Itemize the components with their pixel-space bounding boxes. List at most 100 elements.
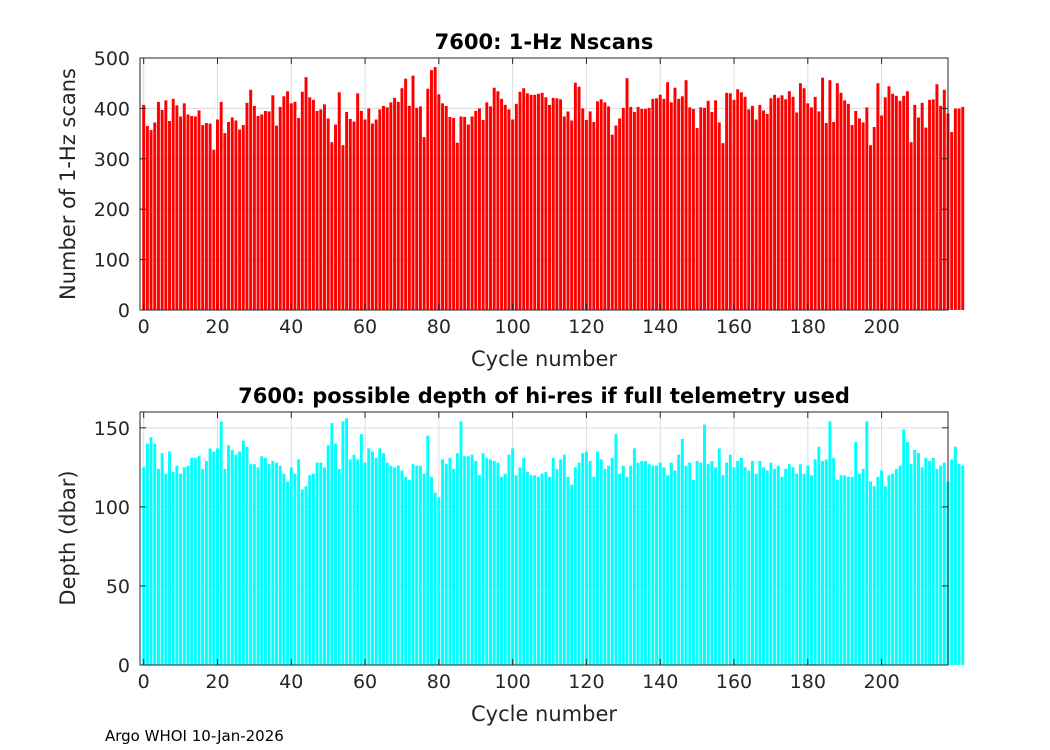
nscans-bar (876, 83, 880, 310)
nscans-bar (474, 110, 478, 310)
depth-bar (843, 475, 847, 665)
depth-x-tick-label: 160 (716, 671, 752, 693)
depth-bar (256, 467, 260, 665)
nscans-bar (238, 129, 242, 310)
nscans-bar (437, 94, 441, 310)
depth-bar (212, 451, 216, 665)
depth-ylabel: Depth (dbar) (56, 470, 80, 605)
depth-bar (887, 475, 891, 665)
depth-bar (629, 465, 633, 665)
depth-bar (544, 472, 548, 665)
nscans-bar (806, 103, 810, 310)
nscans-bar (787, 91, 791, 310)
nscans-bar (773, 94, 777, 310)
nscans-bar (219, 101, 223, 310)
depth-bar (426, 435, 430, 665)
depth-bar (917, 453, 920, 665)
depth-bar (596, 451, 599, 665)
nscans-bar (928, 99, 932, 310)
nscans-bar (182, 103, 186, 310)
depth-bar (407, 479, 411, 665)
depth-x-tick-label: 40 (279, 671, 303, 693)
depth-bar (238, 451, 242, 665)
depth-bar (466, 456, 470, 665)
depth-bar (721, 475, 725, 665)
depth-bar (928, 461, 932, 665)
depth-bar (621, 465, 625, 665)
depth-bar (891, 473, 895, 665)
depth-bar (160, 453, 164, 665)
depth-bar (216, 448, 219, 665)
depth-bar (810, 475, 813, 665)
depth-bar (883, 486, 887, 665)
depth-bar (503, 473, 507, 665)
nscans-bar (518, 91, 522, 311)
nscans-bar (917, 117, 920, 310)
nscans-bar (455, 142, 459, 310)
nscans-bar (337, 92, 341, 311)
depth-bar (555, 468, 559, 665)
depth-bar (396, 465, 400, 665)
nscans-bar (592, 122, 596, 310)
nscans-bar (411, 75, 415, 310)
depth-bar (363, 462, 367, 665)
depth-bar (263, 457, 267, 665)
nscans-bar (625, 78, 629, 310)
depth-bar (300, 489, 304, 665)
nscans-bar (208, 123, 212, 311)
depth-bar (880, 470, 884, 665)
nscans-bar (743, 96, 747, 310)
nscans-bar (407, 105, 411, 310)
nscans-bar (839, 92, 843, 310)
depth-bar (607, 465, 611, 665)
depth-bar (275, 462, 278, 665)
depth-bar (669, 462, 673, 665)
nscans-bar (315, 110, 319, 310)
depth-bar (762, 467, 765, 665)
depth-bar (448, 457, 452, 665)
nscans-bar (245, 102, 249, 310)
depth-bar (876, 476, 880, 665)
nscans-bar (393, 97, 397, 310)
nscans-bar (913, 104, 917, 311)
nscans-y-tick-label: 0 (118, 300, 130, 322)
nscans-bar (241, 125, 245, 310)
nscans-bar (496, 91, 500, 310)
depth-bar (415, 465, 419, 665)
nscans-bar (942, 89, 946, 310)
depth-bar (252, 464, 256, 665)
depth-bar (680, 438, 684, 665)
depth-bar (632, 448, 636, 665)
nscans-bar (477, 108, 481, 311)
depth-bar (754, 473, 758, 665)
nscans-bar (640, 108, 644, 311)
nscans-bar (695, 128, 699, 310)
nscans-bar (452, 117, 456, 310)
nscans-bar (142, 104, 146, 311)
nscans-bar (282, 96, 286, 310)
nscans-bar (584, 119, 588, 311)
nscans-bar (271, 95, 275, 310)
nscans-bar (636, 106, 640, 310)
nscans-bar (865, 107, 869, 310)
nscans-bar (507, 109, 511, 310)
nscans-bar (223, 133, 227, 310)
nscans-bar (898, 100, 902, 310)
nscans-bar (500, 98, 504, 310)
nscans-bar (544, 97, 548, 310)
depth-bar (223, 468, 227, 665)
nscans-bar (869, 145, 872, 310)
nscans-bar (688, 107, 692, 310)
depth-bar (817, 446, 821, 665)
depth-bar (747, 470, 751, 665)
depth-bar (902, 429, 906, 665)
depth-bar (334, 443, 338, 666)
nscans-bar (920, 102, 924, 310)
nscans-bar (909, 142, 913, 310)
nscans-bar (227, 122, 231, 310)
depth-bar (610, 457, 614, 665)
depth-bar (492, 461, 496, 665)
nscans-x-tick-label: 160 (716, 316, 752, 338)
depth-bar (201, 468, 205, 665)
